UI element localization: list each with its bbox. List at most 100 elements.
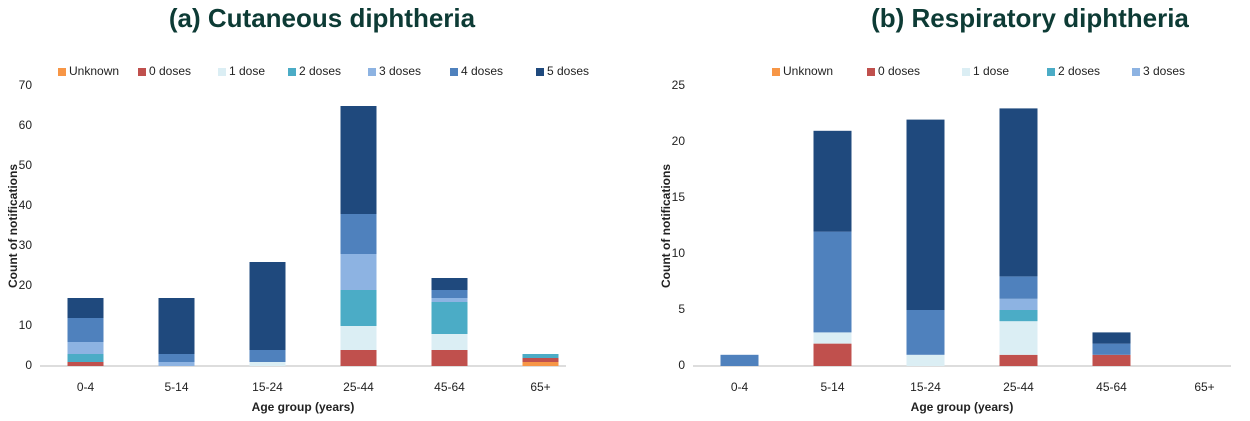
bar-segment bbox=[522, 362, 559, 366]
bar-segment bbox=[431, 302, 468, 334]
legend-label: 0 doses bbox=[878, 64, 920, 78]
legend-swatch bbox=[1132, 68, 1140, 76]
x-axis-title: Age group (years) bbox=[252, 400, 355, 414]
legend-label: 2 doses bbox=[299, 64, 341, 78]
bar-segment bbox=[340, 214, 377, 254]
bar-segment bbox=[67, 342, 104, 354]
y-tick-label: 50 bbox=[19, 158, 33, 172]
bar-segment bbox=[1092, 354, 1131, 366]
bar-segment bbox=[158, 362, 195, 366]
x-tick-label: 45-64 bbox=[434, 380, 465, 394]
x-tick-label: 5-14 bbox=[164, 380, 188, 394]
bar-segment bbox=[999, 276, 1038, 299]
bar-segment bbox=[720, 354, 759, 366]
y-tick-label: 0 bbox=[25, 358, 32, 372]
x-tick-label: 45-64 bbox=[1096, 380, 1127, 394]
x-tick-label: 65+ bbox=[1194, 380, 1214, 394]
bar-segment bbox=[340, 254, 377, 290]
legend-label: 3 doses bbox=[379, 64, 421, 78]
bar-segment bbox=[906, 354, 945, 366]
legend-label: 4 doses bbox=[461, 64, 503, 78]
legend-label: Unknown bbox=[783, 64, 833, 78]
legend-swatch bbox=[1047, 68, 1055, 76]
bar-segment bbox=[431, 278, 468, 290]
legend-label: 2 doses bbox=[1058, 64, 1100, 78]
bar-segment bbox=[813, 332, 852, 344]
y-tick-label: 60 bbox=[19, 118, 33, 132]
y-tick-label: 30 bbox=[19, 238, 33, 252]
bar-segment bbox=[340, 350, 377, 366]
x-tick-label: 15-24 bbox=[252, 380, 283, 394]
legend-swatch bbox=[450, 68, 458, 76]
bar-segment bbox=[1092, 332, 1131, 344]
x-axis-title: Age group (years) bbox=[911, 400, 1014, 414]
bar-segment bbox=[67, 354, 104, 362]
bar-segment bbox=[340, 326, 377, 350]
bar-segment bbox=[999, 354, 1038, 366]
legend-label: 1 dose bbox=[973, 64, 1009, 78]
x-tick-label: 5-14 bbox=[820, 380, 844, 394]
y-tick-label: 40 bbox=[19, 198, 33, 212]
bar-segment bbox=[158, 298, 195, 354]
bar-segment bbox=[431, 334, 468, 350]
bar-segment bbox=[67, 362, 104, 366]
x-tick-label: 15-24 bbox=[910, 380, 941, 394]
legend-swatch bbox=[138, 68, 146, 76]
chart-title: (b) Respiratory diphtheria bbox=[871, 3, 1189, 33]
bar-segment bbox=[906, 310, 945, 355]
bar-segment bbox=[813, 343, 852, 366]
bar-segment bbox=[67, 298, 104, 318]
legend-swatch bbox=[58, 68, 66, 76]
y-tick-label: 15 bbox=[672, 190, 686, 204]
bar-segment bbox=[813, 231, 852, 333]
legend-swatch bbox=[368, 68, 376, 76]
bar-segment bbox=[158, 354, 195, 362]
y-axis-title: Count of notifications bbox=[6, 164, 20, 288]
bar-segment bbox=[249, 362, 286, 366]
bar-segment bbox=[249, 262, 286, 350]
x-tick-label: 25-44 bbox=[343, 380, 374, 394]
bar-segment bbox=[67, 318, 104, 342]
bar-segment bbox=[999, 321, 1038, 355]
bar-segment bbox=[431, 350, 468, 366]
x-tick-label: 0-4 bbox=[77, 380, 95, 394]
bar-segment bbox=[906, 119, 945, 310]
legend-swatch bbox=[772, 68, 780, 76]
chart-title: (a) Cutaneous diphtheria bbox=[169, 3, 476, 33]
bar-segment bbox=[999, 298, 1038, 310]
y-tick-label: 0 bbox=[678, 358, 685, 372]
legend-label: 0 doses bbox=[149, 64, 191, 78]
x-tick-label: 25-44 bbox=[1003, 380, 1034, 394]
y-tick-label: 70 bbox=[19, 78, 33, 92]
legend-swatch bbox=[536, 68, 544, 76]
bar-segment bbox=[249, 350, 286, 362]
bar-segment bbox=[522, 354, 559, 358]
legend-swatch bbox=[218, 68, 226, 76]
y-tick-label: 10 bbox=[672, 246, 686, 260]
bar-segment bbox=[431, 298, 468, 302]
bar-segment bbox=[340, 290, 377, 326]
y-axis-title: Count of notifications bbox=[659, 164, 673, 288]
y-tick-label: 5 bbox=[678, 302, 685, 316]
bar-segment bbox=[522, 358, 559, 362]
y-tick-label: 20 bbox=[19, 278, 33, 292]
bar-segment bbox=[813, 130, 852, 232]
legend-swatch bbox=[962, 68, 970, 76]
bar-segment bbox=[431, 290, 468, 298]
legend-label: 3 doses bbox=[1143, 64, 1185, 78]
bar-segment bbox=[999, 108, 1038, 277]
legend-swatch bbox=[867, 68, 875, 76]
y-tick-label: 10 bbox=[19, 318, 33, 332]
legend-label: 5 doses bbox=[547, 64, 589, 78]
y-tick-label: 20 bbox=[672, 134, 686, 148]
x-tick-label: 0-4 bbox=[731, 380, 749, 394]
x-tick-label: 65+ bbox=[530, 380, 550, 394]
bar-segment bbox=[340, 106, 377, 214]
bar-segment bbox=[1092, 343, 1131, 355]
legend-label: Unknown bbox=[69, 64, 119, 78]
y-tick-label: 25 bbox=[672, 78, 686, 92]
bar-segment bbox=[999, 310, 1038, 322]
legend-swatch bbox=[288, 68, 296, 76]
legend-label: 1 dose bbox=[229, 64, 265, 78]
